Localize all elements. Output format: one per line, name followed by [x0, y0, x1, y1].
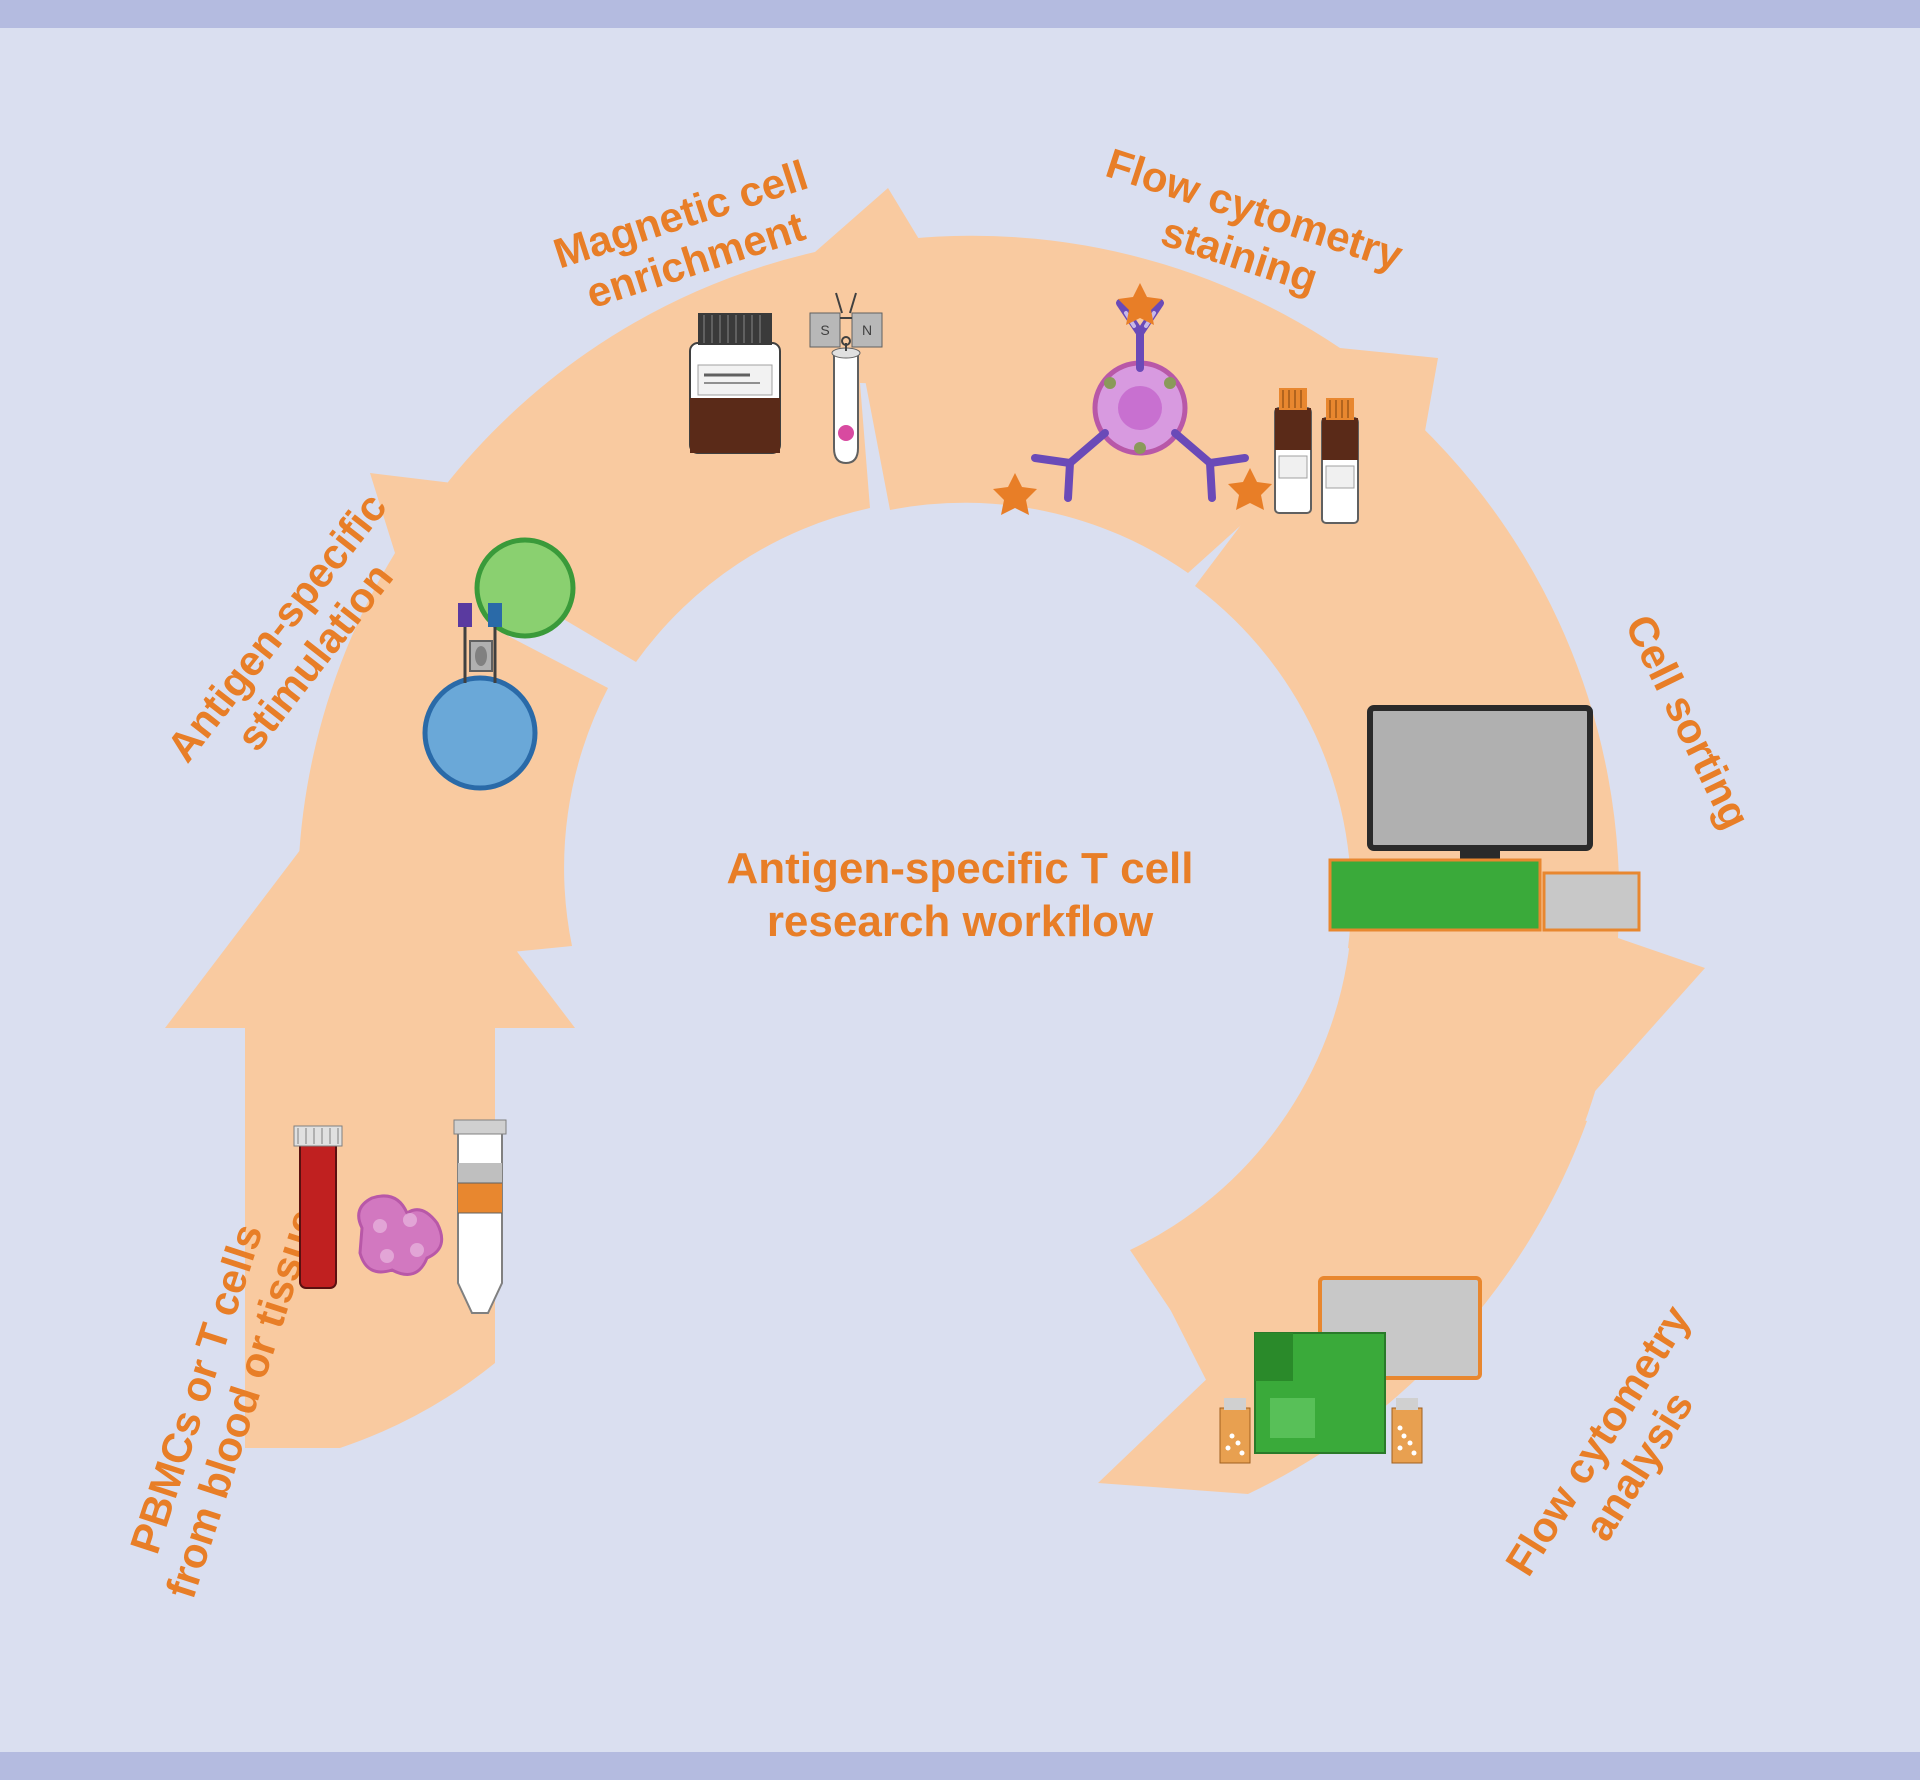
workflow-canvas: Antigen-specific T cell research workflo…	[0, 28, 1920, 1752]
bottom-bar	[0, 1752, 1920, 1780]
top-bar	[0, 0, 1920, 28]
svg-text:N: N	[862, 322, 872, 338]
svg-text:S: S	[820, 322, 829, 338]
center-line2: research workflow	[767, 897, 1154, 946]
center-line1: Antigen-specific T cell	[727, 844, 1194, 893]
label-sort-1: Cell sorting	[1616, 608, 1760, 836]
center-title: Antigen-specific T cell research workflo…	[727, 844, 1194, 946]
sorting-icon	[1330, 708, 1639, 930]
